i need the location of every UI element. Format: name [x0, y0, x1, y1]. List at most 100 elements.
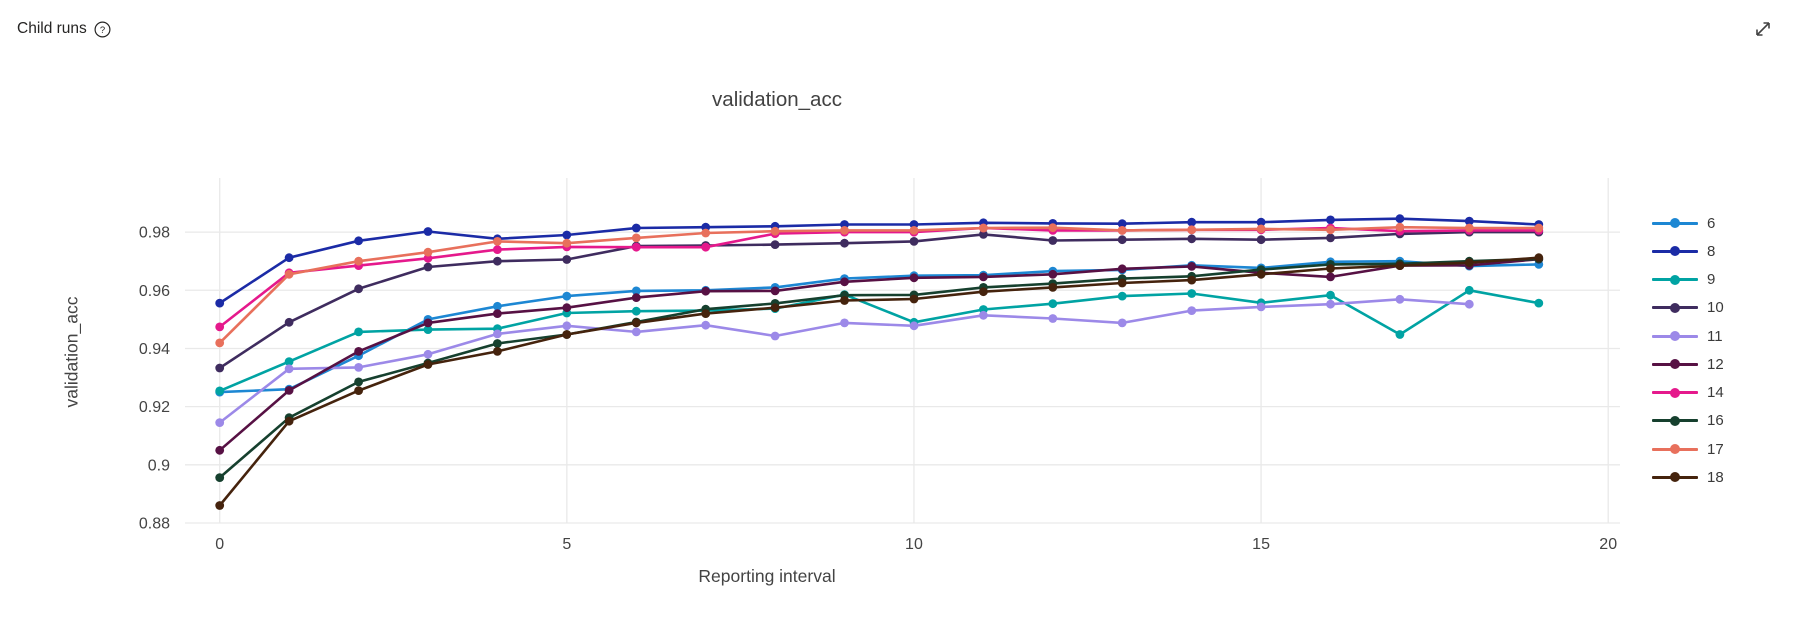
- series-marker-12-x6: [631, 293, 641, 302]
- y-tick-0.9: 0.9: [148, 457, 170, 474]
- series-marker-10-x2: [354, 284, 363, 294]
- y-tick-0.98: 0.98: [139, 225, 170, 242]
- series-marker-18-x17: [1395, 261, 1405, 270]
- series-marker-18-x3: [423, 360, 433, 369]
- chart-title: validation_acc: [712, 88, 842, 111]
- series-marker-12-x4: [493, 309, 502, 318]
- series-marker-18-x5: [562, 330, 572, 339]
- series-marker-18-x9: [840, 296, 849, 305]
- series-marker-8-x17: [1395, 214, 1405, 224]
- series-marker-8-x16: [1326, 215, 1335, 225]
- panel-title: Child runs: [17, 20, 87, 37]
- series-marker-18-x13: [1117, 278, 1127, 288]
- series-marker-18-x8: [770, 303, 780, 313]
- series-marker-12-x14: [1187, 262, 1197, 271]
- series-line-8: [218, 217, 1539, 305]
- series-marker-9-x6: [631, 306, 641, 316]
- series-marker-18-x7: [701, 309, 711, 318]
- series-marker-17-x15: [1256, 224, 1266, 234]
- series-marker-8-x14: [1187, 217, 1197, 227]
- series-marker-17-x1: [284, 269, 294, 279]
- series-line-14: [218, 226, 1539, 328]
- series-marker-12-x1: [284, 386, 294, 395]
- legend-swatch-18: [1652, 472, 1698, 483]
- x-tick-0: 0: [215, 536, 224, 553]
- series-marker-18-x11: [979, 287, 988, 297]
- chart-legend: 6 8 9 10 11 12 14 16 17 18: [1652, 209, 1724, 492]
- legend-item-17[interactable]: 17: [1652, 435, 1724, 463]
- series-marker-11-x0: [215, 418, 225, 427]
- series-marker-17-x6: [631, 233, 641, 243]
- series-marker-11-x2: [354, 363, 363, 372]
- series-marker-11-x18: [1464, 299, 1474, 309]
- series-marker-9-x16: [1326, 290, 1335, 300]
- series-marker-11-x1: [284, 364, 294, 374]
- series-marker-6-x5: [562, 291, 572, 301]
- legend-label-6: 6: [1707, 214, 1716, 232]
- series-line-17: [218, 225, 1539, 344]
- series-marker-12-x0: [215, 445, 225, 455]
- series-marker-14-x0: [215, 322, 225, 332]
- series-marker-10-x9: [840, 238, 849, 248]
- series-marker-18-x19: [1534, 253, 1544, 263]
- legend-swatch-16: [1652, 415, 1698, 426]
- series-marker-17-x11: [979, 223, 988, 233]
- legend-item-12[interactable]: 12: [1652, 350, 1724, 378]
- series-marker-18-x4: [493, 347, 502, 356]
- series-marker-9-x0: [215, 386, 225, 396]
- series-marker-8-x0: [215, 298, 225, 308]
- series-marker-8-x2: [354, 236, 363, 246]
- series-marker-11-x11: [979, 310, 988, 320]
- series-line-12: [218, 257, 1539, 452]
- series-marker-17-x19: [1534, 223, 1544, 233]
- series-marker-18-x12: [1048, 283, 1058, 292]
- legend-swatch-12: [1652, 359, 1698, 370]
- series-marker-18-x6: [631, 318, 641, 328]
- series-marker-10-x14: [1187, 234, 1197, 244]
- series-marker-9-x3: [423, 325, 433, 334]
- series-marker-17-x8: [770, 226, 780, 236]
- series-marker-12-x11: [979, 272, 988, 282]
- series-marker-12-x13: [1117, 264, 1127, 274]
- series-marker-9-x13: [1117, 291, 1127, 301]
- legend-item-10[interactable]: 10: [1652, 294, 1724, 322]
- series-marker-16-x2: [354, 377, 363, 387]
- legend-label-10: 10: [1707, 299, 1724, 317]
- series-marker-11-x10: [909, 321, 919, 331]
- series-line-11: [218, 298, 1470, 424]
- legend-item-8[interactable]: 8: [1652, 237, 1724, 265]
- series-marker-11-x7: [701, 320, 711, 330]
- series-marker-8-x6: [631, 223, 641, 233]
- series-marker-12-x7: [701, 286, 711, 296]
- legend-item-16[interactable]: 16: [1652, 407, 1724, 435]
- series-marker-10-x5: [562, 255, 572, 264]
- series-marker-18-x1: [284, 416, 294, 426]
- legend-item-18[interactable]: 18: [1652, 463, 1724, 491]
- legend-label-8: 8: [1707, 242, 1716, 260]
- series-marker-9-x2: [354, 327, 363, 337]
- help-icon[interactable]: ?: [94, 20, 111, 38]
- series-line-18: [218, 256, 1539, 507]
- series-marker-10-x10: [909, 237, 919, 246]
- x-tick-20: 20: [1599, 536, 1617, 553]
- legend-item-9[interactable]: 9: [1652, 266, 1724, 294]
- legend-item-6[interactable]: 6: [1652, 209, 1724, 237]
- series-marker-10-x4: [493, 256, 502, 266]
- legend-label-17: 17: [1707, 440, 1724, 458]
- legend-swatch-11: [1652, 331, 1698, 342]
- series-marker-12-x10: [909, 273, 919, 283]
- series-marker-18-x18: [1464, 258, 1474, 268]
- series-line-10: [218, 230, 1539, 370]
- expand-chart-button[interactable]: [1751, 17, 1775, 41]
- x-tick-15: 15: [1252, 536, 1270, 553]
- series-marker-17-x13: [1117, 226, 1127, 235]
- legend-item-11[interactable]: 11: [1652, 322, 1724, 350]
- series-marker-12-x2: [354, 347, 363, 356]
- series-line-6: [219, 259, 1539, 394]
- series-marker-17-x12: [1048, 223, 1058, 233]
- series-marker-12-x16: [1326, 272, 1335, 282]
- series-marker-10-x1: [284, 317, 294, 327]
- series-marker-18-x15: [1256, 269, 1266, 279]
- legend-item-14[interactable]: 14: [1652, 379, 1724, 407]
